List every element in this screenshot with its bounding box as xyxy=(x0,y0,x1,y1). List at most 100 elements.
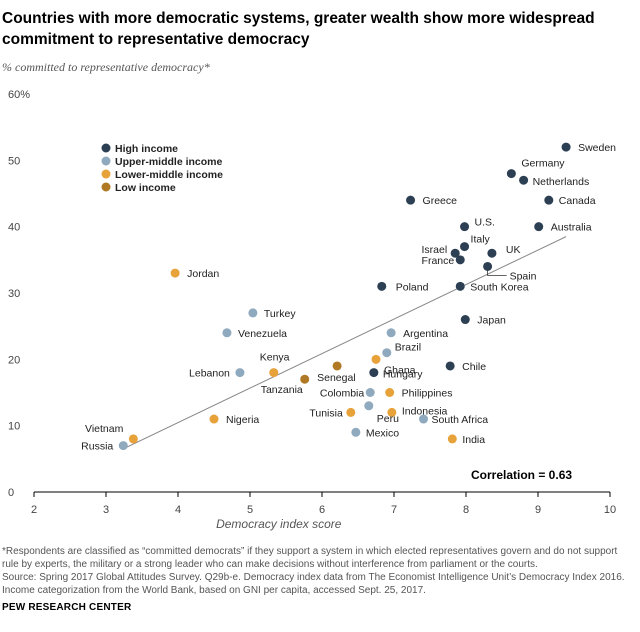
y-tick-label: 60% xyxy=(8,89,30,101)
label-argentina: Argentina xyxy=(403,328,448,340)
y-tick-label: 40 xyxy=(8,222,20,234)
x-tick-label: 3 xyxy=(103,504,109,516)
brand-logo-text: PEW RESEARCH CENTER xyxy=(2,602,132,613)
label-hungary: Hungary xyxy=(383,369,423,381)
point-greece xyxy=(406,195,416,205)
label-kenya: Kenya xyxy=(260,352,290,364)
label-tanzania: Tanzania xyxy=(261,384,303,396)
point-uk xyxy=(487,248,497,258)
label-india: India xyxy=(462,434,485,446)
legend-label-upper: Upper-middle income xyxy=(115,156,223,168)
notes-block: *Respondents are classified as “committe… xyxy=(2,545,634,597)
legend-label-lower: Lower-middle income xyxy=(115,169,223,181)
point-israel xyxy=(450,248,460,258)
point-kenya xyxy=(269,368,279,378)
label-australia: Australia xyxy=(551,222,592,234)
label-indonesia: Indonesia xyxy=(402,405,448,417)
label-chile: Chile xyxy=(462,361,486,373)
label-japan: Japan xyxy=(477,315,506,327)
point-tunisia xyxy=(346,407,356,417)
point-colombia xyxy=(365,388,375,397)
label-netherlands: Netherlands xyxy=(533,176,590,188)
label-ghana: Ghana xyxy=(384,364,416,376)
point-japan xyxy=(460,315,470,325)
label-germany: Germany xyxy=(521,158,565,170)
label-italy: Italy xyxy=(471,234,491,246)
label-jordan: Jordan xyxy=(187,268,219,280)
spain-leader-line xyxy=(487,270,507,276)
label-sweden: Sweden xyxy=(578,142,616,154)
legend-marker-low xyxy=(101,182,111,192)
label-senegal: Senegal xyxy=(317,372,356,384)
point-turkey xyxy=(248,308,258,318)
legend-label-low: Low income xyxy=(115,182,176,194)
correlation-annotation: Correlation = 0.63 xyxy=(471,468,572,482)
point-chile xyxy=(445,361,455,371)
x-tick-label: 4 xyxy=(175,504,181,516)
label-south-africa: South Africa xyxy=(432,414,489,426)
point-philippines xyxy=(385,388,395,397)
point-australia xyxy=(534,222,544,232)
point-russia xyxy=(118,441,128,451)
legend-label-high: High income xyxy=(115,143,178,155)
label-venezuela: Venezuela xyxy=(238,328,287,340)
x-tick-label: 7 xyxy=(391,504,397,516)
chart-subtitle: % committed to representative democracy* xyxy=(2,60,210,74)
point-indonesia xyxy=(387,407,397,417)
legend-marker-lower xyxy=(101,169,111,179)
point-hungary xyxy=(369,368,379,378)
point-argentina xyxy=(386,328,396,338)
point-brazil xyxy=(382,348,392,358)
label-vietnam: Vietnam xyxy=(85,423,124,435)
chart-title: Countries with more democratic systems, … xyxy=(2,10,595,48)
point-venezuela xyxy=(222,328,232,338)
label-russia: Russia xyxy=(81,441,113,453)
label-israel: Israel xyxy=(422,244,448,256)
label-poland: Poland xyxy=(396,281,429,293)
point-senegal xyxy=(332,361,342,371)
point-netherlands xyxy=(519,175,529,185)
point-tanzania xyxy=(300,374,310,384)
footnote: *Respondents are classified as “committe… xyxy=(2,546,618,570)
point-mexico xyxy=(351,427,361,437)
y-tick-label: 20 xyxy=(8,354,20,366)
point-poland xyxy=(377,281,387,291)
label-france: France xyxy=(422,255,455,267)
point-france xyxy=(455,255,465,265)
label-canada: Canada xyxy=(559,195,596,207)
legend-marker-upper xyxy=(101,156,111,166)
label-spain: Spain xyxy=(510,270,537,282)
point-u-s- xyxy=(460,222,470,232)
point-nigeria xyxy=(209,414,219,424)
point-spain xyxy=(483,261,493,271)
scatter-chart: 2 3 4 5 6 7 8 9 10 0 10 20 30 40 50 60% Democracy index … xyxy=(8,89,616,531)
point-india xyxy=(447,434,457,444)
x-tick-label: 9 xyxy=(535,504,541,516)
x-tick-label: 8 xyxy=(463,504,469,516)
label-brazil: Brazil xyxy=(395,342,421,354)
label-lebanon: Lebanon xyxy=(189,368,230,380)
label-u-s-: U.S. xyxy=(475,217,495,229)
x-tick-label: 10 xyxy=(604,504,616,516)
label-uk: UK xyxy=(506,244,521,256)
label-mexico: Mexico xyxy=(366,427,399,439)
label-south-korea: South Korea xyxy=(470,281,529,293)
x-axis-label: Democracy index score xyxy=(216,517,342,531)
point-jordan xyxy=(170,268,180,278)
point-south-africa xyxy=(419,414,429,424)
point-canada xyxy=(544,195,554,205)
point-vietnam xyxy=(128,434,138,444)
y-tick-label: 10 xyxy=(8,421,20,433)
label-tunisia: Tunisia xyxy=(309,407,343,419)
label-greece: Greece xyxy=(423,195,458,207)
y-tick-label: 50 xyxy=(8,155,20,167)
point-south-korea xyxy=(455,281,465,291)
trend-line xyxy=(123,236,567,450)
x-tick-label: 6 xyxy=(319,504,325,516)
label-peru: Peru xyxy=(377,413,399,425)
label-philippines: Philippines xyxy=(402,388,453,400)
y-tick-label: 30 xyxy=(8,288,20,300)
point-sweden xyxy=(561,142,571,152)
y-tick-label: 0 xyxy=(8,487,14,499)
point-peru xyxy=(364,401,374,411)
